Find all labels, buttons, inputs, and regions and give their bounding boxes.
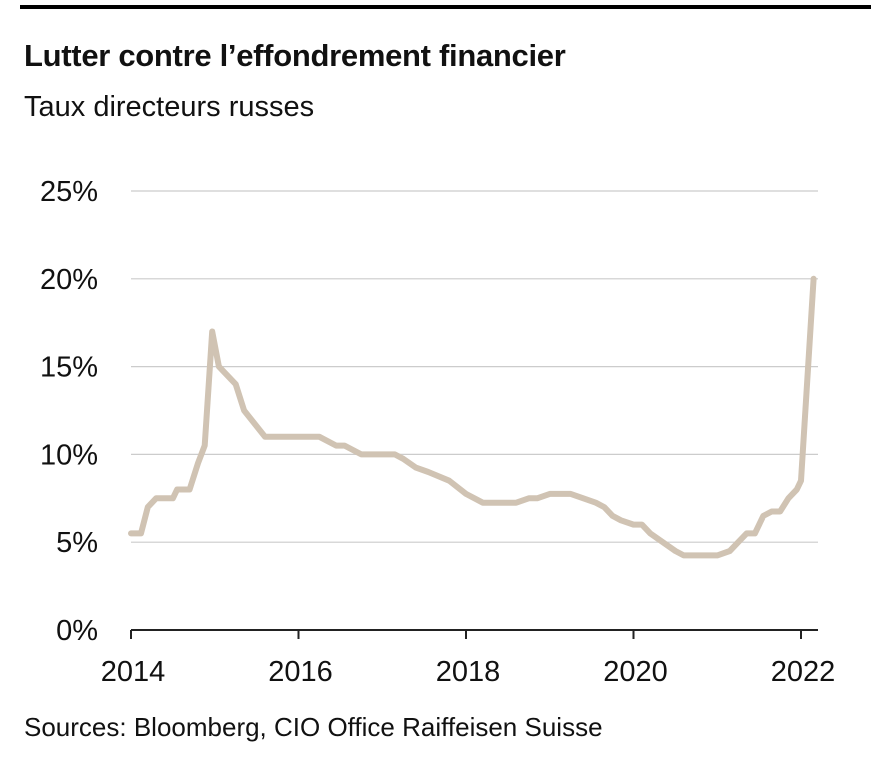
x-tick-label: 2016: [268, 656, 333, 688]
y-tick-label: 10%: [40, 439, 98, 471]
x-tick-label: 2020: [603, 656, 668, 688]
x-tick-label: 2022: [771, 656, 836, 688]
x-tick-label: 2018: [436, 656, 501, 688]
source-note: Sources: Bloomberg, CIO Office Raiffeise…: [24, 712, 603, 742]
x-tick-label: 2014: [101, 656, 166, 688]
y-tick-label: 0%: [56, 615, 98, 647]
grid-lines: 0% 5% 10% 15% 20% 25%: [40, 176, 818, 647]
line-chart: 0% 5% 10% 15% 20% 25% 2014 2016 2018 2020 2022: [40, 176, 836, 688]
top-rule: [20, 5, 871, 9]
chart-subtitle: Taux directeurs russes: [24, 91, 315, 123]
y-tick-label: 25%: [40, 176, 98, 208]
y-tick-label: 20%: [40, 264, 98, 296]
chart-title: Lutter contre l’effondrement financier: [24, 38, 566, 73]
x-axis: 2014 2016 2018 2020 2022: [101, 629, 836, 688]
series-line: [128, 275, 817, 559]
y-tick-label: 5%: [56, 527, 98, 559]
y-tick-label: 15%: [40, 352, 98, 384]
series-layer: [128, 275, 817, 559]
